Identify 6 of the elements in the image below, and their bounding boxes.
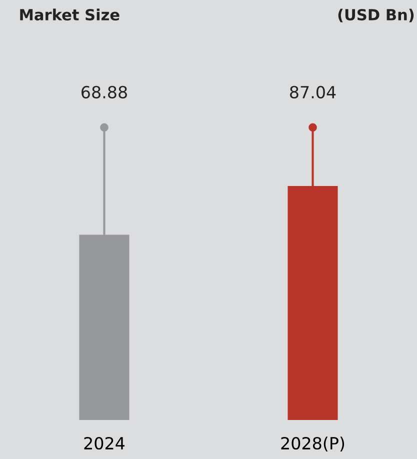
text: (USD Bn) bbox=[338, 8, 414, 22]
data-label: 87.04 bbox=[290, 86, 336, 98]
x-tick-label: 2028(P) bbox=[281, 436, 344, 452]
data-label: 68.88 bbox=[82, 86, 127, 98]
x-tick-label: 2024 bbox=[84, 436, 125, 450]
chart-title: Market Size bbox=[20, 8, 120, 20]
